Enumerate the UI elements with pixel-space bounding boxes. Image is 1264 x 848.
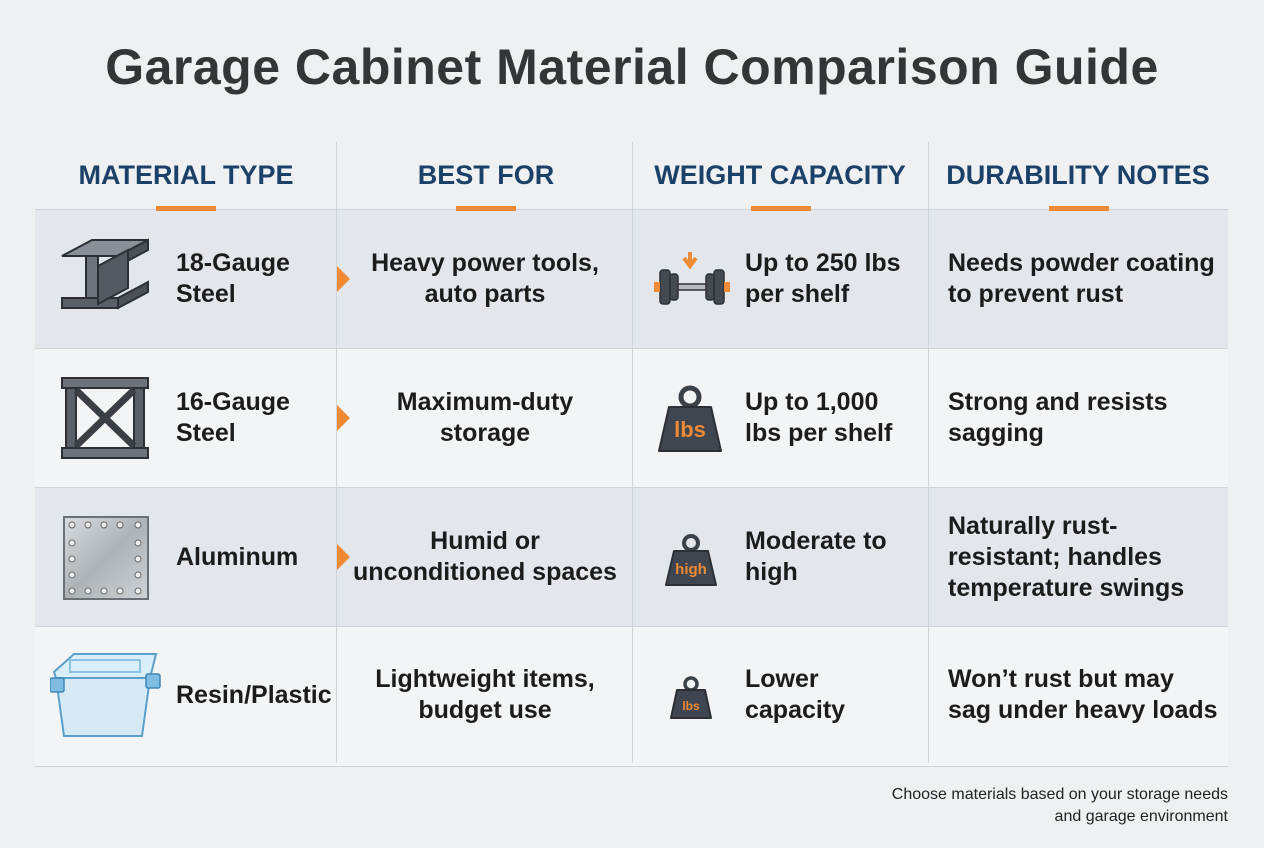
weight-capacity: Up to 250 lbs per shelf bbox=[745, 249, 901, 308]
frame-icon bbox=[61, 377, 149, 459]
row-bg bbox=[35, 626, 1228, 767]
underline bbox=[751, 206, 811, 211]
underline bbox=[156, 206, 216, 211]
divider bbox=[336, 142, 337, 763]
arrow bbox=[337, 405, 350, 431]
kettlebell-icon: lbs bbox=[658, 385, 722, 452]
row-bg bbox=[35, 348, 1228, 488]
header: DURABILITY NOTES bbox=[946, 160, 1210, 190]
i-beam-icon bbox=[61, 238, 149, 310]
row-bg bbox=[35, 209, 1228, 349]
footnote: Choose materials based on your storage n… bbox=[891, 786, 1228, 825]
material-name: Aluminum bbox=[176, 542, 299, 571]
material-name: 18-Gauge Steel bbox=[176, 249, 290, 308]
icon-label: lbs bbox=[674, 417, 706, 442]
arrow bbox=[337, 544, 350, 570]
icon-label: high bbox=[675, 561, 707, 578]
best-for: Lightweight items, budget use bbox=[375, 665, 595, 724]
durability-notes: Strong and resists sagging bbox=[948, 388, 1168, 447]
kettlebell-icon: lbs bbox=[670, 676, 712, 719]
aluminum-plate-icon bbox=[63, 516, 149, 600]
weight-capacity: Up to 1,000 lbs per shelf bbox=[745, 388, 893, 447]
durability-notes: Won’t rust but may sag under heavy loads bbox=[948, 665, 1218, 724]
header: MATERIAL TYPE bbox=[78, 160, 294, 190]
dumbbell-icon bbox=[654, 252, 730, 305]
durability-notes: Naturally rust-resistant; handles temper… bbox=[948, 511, 1185, 602]
header: WEIGHT CAPACITY bbox=[654, 160, 906, 190]
icon-label: lbs bbox=[682, 699, 700, 713]
best-for: Humid or unconditioned spaces bbox=[353, 527, 617, 586]
title: Garage Cabinet Material Comparison Guide bbox=[105, 39, 1159, 95]
arrow bbox=[337, 266, 350, 292]
divider bbox=[928, 142, 929, 763]
underline bbox=[1049, 206, 1109, 211]
header: BEST FOR bbox=[417, 160, 555, 190]
material-name: Resin/Plastic bbox=[176, 680, 332, 709]
best-for: Maximum-duty storage bbox=[396, 388, 574, 447]
durability-notes: Needs powder coating to prevent rust bbox=[948, 249, 1215, 308]
plastic-bin-icon bbox=[50, 653, 161, 737]
weight-capacity: Lower capacity bbox=[745, 665, 846, 724]
kettlebell-icon: high bbox=[665, 534, 717, 586]
best-for: Heavy power tools, auto parts bbox=[371, 249, 599, 308]
divider bbox=[632, 142, 633, 763]
material-name: 16-Gauge Steel bbox=[176, 388, 290, 447]
weight-capacity: Moderate to high bbox=[745, 527, 887, 586]
row-bg bbox=[35, 487, 1228, 627]
underline bbox=[456, 206, 516, 211]
